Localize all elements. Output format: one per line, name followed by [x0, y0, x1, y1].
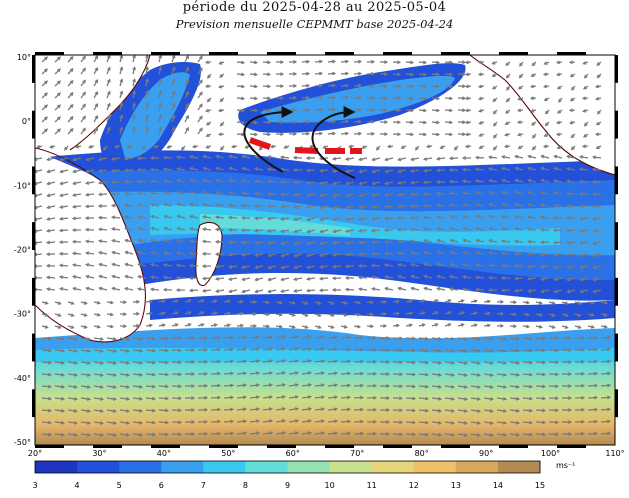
- colorbar-swatch: [245, 461, 288, 473]
- frame-tick: [209, 445, 238, 448]
- frame-tick: [615, 222, 618, 250]
- lon-label: 110°: [605, 449, 624, 458]
- lon-label: 70°: [350, 449, 364, 458]
- colorbar-swatch: [35, 461, 78, 473]
- frame-tick: [325, 445, 354, 448]
- frame-tick: [267, 445, 296, 448]
- colorbar-label: 11: [367, 481, 377, 490]
- colorbar-label: 6: [159, 481, 164, 490]
- lat-label: -10°: [14, 181, 31, 190]
- colorbar-label: 9: [285, 481, 290, 490]
- lon-label: 60°: [286, 449, 300, 458]
- map-subtitle: Prevision mensuelle CEPMMT base 2025-04-…: [0, 17, 629, 31]
- frame-tick: [557, 52, 586, 55]
- plot-area: [34, 55, 615, 445]
- lon-label: 80°: [415, 449, 429, 458]
- colorbar-unit: ms⁻¹: [556, 461, 575, 470]
- frame-tick: [615, 389, 618, 417]
- colorbar-swatch: [203, 461, 246, 473]
- frame-tick: [32, 278, 35, 306]
- map-title: période du 2025-04-28 au 2025-05-04: [0, 0, 629, 15]
- colorbar-swatch: [498, 461, 541, 473]
- colorbar-label: 14: [493, 481, 503, 490]
- frame-tick: [615, 166, 618, 194]
- colorbar-label: 3: [32, 481, 37, 490]
- frame-tick: [267, 52, 296, 55]
- lat-label: -20°: [14, 246, 31, 255]
- colorbar: 3 4 5 6 7 8 9 10 11 12 13 14 15: [32, 461, 545, 490]
- frame-tick: [383, 445, 412, 448]
- colorbar-swatch: [456, 461, 499, 473]
- frame-tick: [32, 166, 35, 194]
- lon-label: 40°: [157, 449, 171, 458]
- frame-tick: [151, 52, 180, 55]
- lat-label: 0°: [22, 117, 31, 126]
- frame-tick: [32, 55, 35, 83]
- frame-tick: [383, 52, 412, 55]
- red-dash-2: [295, 150, 318, 151]
- colorbar-swatch: [288, 461, 331, 473]
- frame-tick: [441, 445, 470, 448]
- lat-label: -50°: [14, 438, 31, 447]
- latitude-labels: 10° 0° -10° -20° -30° -40° -50°: [14, 53, 31, 447]
- frame-tick: [35, 52, 64, 55]
- frame-tick: [32, 334, 35, 362]
- colorbar-label: 12: [409, 481, 419, 490]
- frame-tick: [615, 111, 618, 139]
- wind-map-figure: 20° 30° 40° 50° 60° 70° 80° 90° 100° 110° 10° 0° -1…: [0, 40, 629, 494]
- frame-tick: [499, 445, 528, 448]
- frame-tick: [557, 445, 586, 448]
- lon-label: 30°: [92, 449, 106, 458]
- colorbar-swatch: [414, 461, 457, 473]
- colorbar-label: 13: [451, 481, 461, 490]
- frame-tick: [209, 52, 238, 55]
- colorbar-label: 4: [75, 481, 80, 490]
- frame-tick: [32, 111, 35, 139]
- colorbar-label: 10: [324, 481, 334, 490]
- colorbar-swatch: [372, 461, 415, 473]
- frame-tick: [32, 222, 35, 250]
- wind-map-svg: 20° 30° 40° 50° 60° 70° 80° 90° 100° 110° 10° 0° -1…: [0, 40, 629, 494]
- frame-tick: [151, 445, 180, 448]
- lat-label: -40°: [14, 374, 31, 383]
- colorbar-swatch: [330, 461, 373, 473]
- frame-tick: [615, 334, 618, 362]
- frame-tick: [441, 52, 470, 55]
- colorbar-swatch: [161, 461, 204, 473]
- frame-tick: [35, 445, 64, 448]
- lon-label: 20°: [28, 449, 42, 458]
- lon-label: 90°: [479, 449, 493, 458]
- longitude-labels: 20° 30° 40° 50° 60° 70° 80° 90° 100° 110°: [28, 449, 625, 458]
- frame-tick: [93, 52, 122, 55]
- lon-label: 100°: [541, 449, 560, 458]
- colorbar-swatch: [77, 461, 120, 473]
- lon-label: 50°: [221, 449, 235, 458]
- colorbar-label: 7: [201, 481, 206, 490]
- lat-label: 10°: [17, 53, 31, 62]
- frame-tick: [499, 52, 528, 55]
- colorbar-label: 8: [243, 481, 248, 490]
- frame-tick: [615, 278, 618, 306]
- frame-tick: [325, 52, 354, 55]
- frame-tick: [32, 389, 35, 417]
- colorbar-label: 5: [117, 481, 122, 490]
- colorbar-swatch: [119, 461, 162, 473]
- frame-tick: [93, 445, 122, 448]
- frame-tick: [615, 55, 618, 83]
- colorbar-label: 15: [535, 481, 545, 490]
- lat-label: -30°: [14, 310, 31, 319]
